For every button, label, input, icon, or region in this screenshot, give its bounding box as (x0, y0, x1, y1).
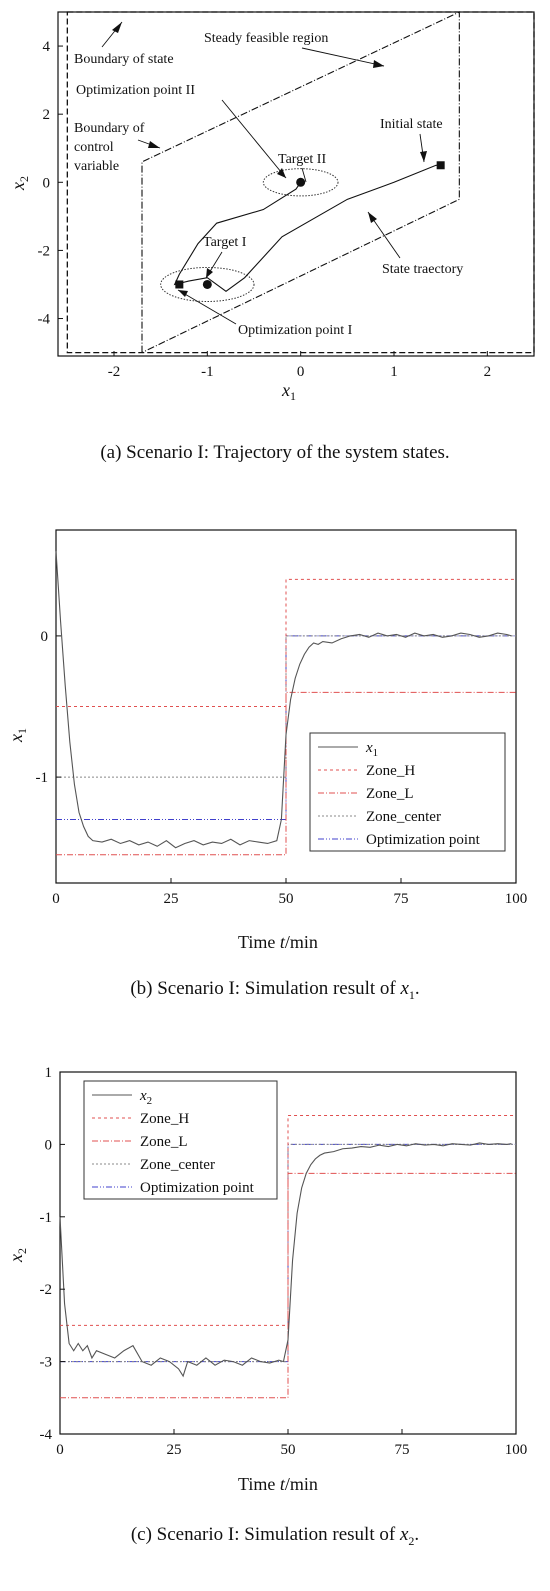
arrowhead (178, 290, 188, 297)
series-line-zone-h (56, 578, 516, 707)
x1-simulation-chart: 0 25 50 75 100 -1 0 x1 Zone_H Zone_L Zone_center O… (6, 529, 528, 952)
series-line-x1 (55, 551, 512, 849)
legend-label: Zone_L (140, 1134, 187, 1150)
legend-label: Zone_center (140, 1157, 215, 1173)
initial-state-marker (436, 161, 445, 170)
target-region (262, 168, 339, 197)
x-tick-label: 100 (505, 891, 528, 907)
state-trajectory (173, 164, 441, 292)
y-tick-label: -1 (40, 1210, 53, 1226)
y-tick-label: -1 (36, 770, 49, 786)
arrowhead (206, 268, 213, 278)
arrowhead (277, 168, 286, 178)
y-tick-label: 0 (41, 629, 49, 645)
x-tick-label: 100 (505, 1442, 528, 1458)
initial-state-label: Initial state (380, 117, 443, 132)
y-tick-label: -2 (38, 243, 51, 259)
y-tick-label: 1 (45, 1065, 53, 1081)
arrowhead (368, 212, 377, 223)
x2-simulation-chart: 0 25 50 75 100 -4 -3 -2 -1 0 1 x2 Zone_H Zone_L Zone_… (6, 1065, 528, 1494)
x-tick-label: 0 (52, 891, 60, 907)
target-i-label: Target I (203, 235, 247, 250)
optimization-point-i-arrow (177, 289, 237, 325)
control-boundary (141, 11, 460, 354)
steady-feasible-region-label: Steady feasible region (204, 31, 328, 46)
x-tick-label: 0 (297, 364, 305, 380)
y-tick-label: 0 (45, 1137, 53, 1153)
boundary-of-control-label-3: variable (74, 159, 119, 174)
y-tick-label: -4 (38, 312, 51, 328)
x-tick-label: 75 (395, 1442, 410, 1458)
target-point (202, 279, 212, 289)
caption-c: (c) Scenario I: Simulation result of x2. (130, 1524, 420, 1548)
legend-label: Optimization point (140, 1180, 255, 1196)
x-tick-label: 75 (394, 891, 409, 907)
boundary-of-control-label-2: control (74, 140, 114, 155)
caption-b: (b) Scenario I: Simulation result of x1. (130, 978, 420, 1002)
y-tick-label: -4 (40, 1427, 53, 1443)
x-tick-label: 25 (164, 891, 179, 907)
legend-box (309, 732, 506, 852)
y-axis-label: x2 (6, 1248, 29, 1263)
legend-label: Optimization point (366, 832, 481, 848)
x-tick-label: 50 (279, 891, 294, 907)
x-tick-label: 2 (484, 364, 492, 380)
x-tick-label: 50 (281, 1442, 296, 1458)
boundary-of-state-label: Boundary of state (74, 52, 174, 67)
y-axis-label: x1 (6, 728, 29, 743)
arrowhead (373, 60, 384, 68)
arrowhead (420, 151, 427, 162)
caption-a: (a) Scenario I: Trajectory of the system… (100, 442, 450, 463)
x-axis-label: Time t/min (238, 1474, 318, 1494)
target-region (160, 266, 255, 303)
optimization-point-i-label: Optimization point I (238, 323, 353, 338)
target-ii-arrow (301, 167, 307, 183)
x-tick-label: -2 (108, 364, 121, 380)
series-line-x2 (59, 1142, 512, 1378)
legend-label: Zone_H (140, 1111, 189, 1127)
legend-label: Zone_center (366, 809, 441, 825)
y-tick-label: 4 (43, 39, 51, 55)
y-tick-label: 2 (43, 107, 51, 123)
x-tick-label: 0 (56, 1442, 64, 1458)
x-tick-label: 1 (390, 364, 398, 380)
series-line-zone-l (56, 691, 516, 856)
series-line-zone-h (60, 1114, 516, 1326)
x-axis-label: Time t/min (238, 932, 318, 952)
arrowhead (112, 22, 122, 33)
y-tick-label: 0 (43, 175, 51, 191)
legend-label: x1 (365, 740, 378, 759)
trajectory-chart: Boundary of state Steady feasible region… (8, 11, 535, 403)
legend-box (83, 1080, 278, 1200)
x-tick-label: -1 (201, 364, 214, 380)
steady-region-arrow (301, 47, 385, 67)
y-tick-label: -3 (40, 1355, 53, 1371)
series-line-optimization-point (56, 635, 516, 820)
optimization-point-ii-arrow (221, 99, 287, 179)
y-axis-label: x2 (8, 176, 31, 191)
target-ii-label: Target II (278, 152, 326, 167)
series-line-zone-l (60, 1172, 516, 1399)
arrowhead (148, 141, 160, 148)
legend-label: Zone_L (366, 786, 413, 802)
optimization-point-marker (175, 280, 184, 289)
state-trajectory-label: State traectory (382, 262, 463, 277)
boundary-of-control-label-1: Boundary of (74, 121, 145, 136)
legend-label: x2 (139, 1088, 152, 1107)
x-tick-label: 25 (167, 1442, 182, 1458)
legend-label: Zone_H (366, 763, 415, 779)
optimization-point-ii-label: Optimization point II (76, 83, 195, 98)
y-tick-label: -2 (40, 1282, 53, 1298)
x-axis-label: x1 (281, 380, 296, 403)
